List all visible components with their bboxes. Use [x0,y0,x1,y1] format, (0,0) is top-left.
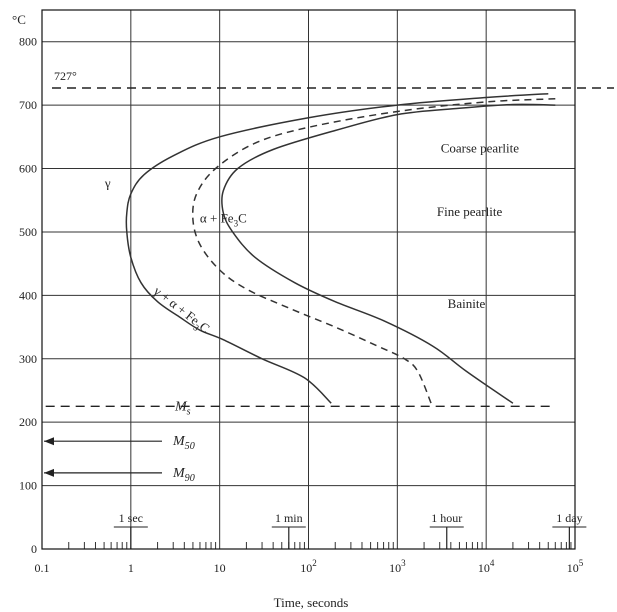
x-tick-label: 1 [128,561,134,575]
y-tick-label: 400 [19,288,37,302]
m90-arrowhead [44,468,54,477]
y-tick-label: 300 [19,352,37,366]
m50-label: M50 [172,434,195,452]
m90-label: M90 [172,466,195,484]
time-marker-label: 1 hour [431,511,462,525]
reference-lines [44,405,587,549]
y-tick-label: 0 [31,542,37,556]
time-marker-label: 1 day [556,511,582,525]
eutectoid-label: 727° [54,69,77,83]
plot-frame [41,9,576,550]
x-tick-label: 103 [389,558,406,575]
region-label-3: Coarse pearlite [441,141,520,156]
x-axis-label: Time, seconds [274,595,349,610]
transformation-curves [125,92,556,404]
ms-label: Ms [174,399,191,417]
x-tick-label: 105 [567,558,584,575]
x-tick-label: 102 [300,558,317,575]
time-marker-label: 1 sec [119,511,143,525]
chart-labels: 0 100 200 300 400 500 600 700 800 0.1 1 10 102 103 104… [19,35,584,575]
region-label-1: γ [104,176,111,191]
x-tick-label: 104 [478,558,495,575]
m50-arrowhead [44,437,54,446]
ttt-curve-1 [125,92,549,404]
ttt-curve-3 [221,103,556,404]
ttt-curve-2 [191,98,556,404]
region-label-2: α + Fe3C [200,210,247,228]
time-marker-label: 1 min [275,511,303,525]
y-axis-label: °C [12,12,26,27]
region-label-4: Fine pearlite [437,204,503,219]
region-label-5: Bainite [448,296,486,311]
grid-lines [42,10,575,549]
region-label-6: γ + α + Fe3C [149,283,213,339]
y-tick-label: 600 [19,162,37,176]
minor-ticks [68,542,572,549]
y-tick-label: 700 [19,98,37,112]
y-tick-label: 500 [19,225,37,239]
x-tick-label: 10 [214,561,226,575]
x-tick-label: 0.1 [35,561,50,575]
y-tick-label: 100 [19,479,37,493]
y-tick-label: 200 [19,415,37,429]
y-tick-label: 800 [19,35,37,49]
